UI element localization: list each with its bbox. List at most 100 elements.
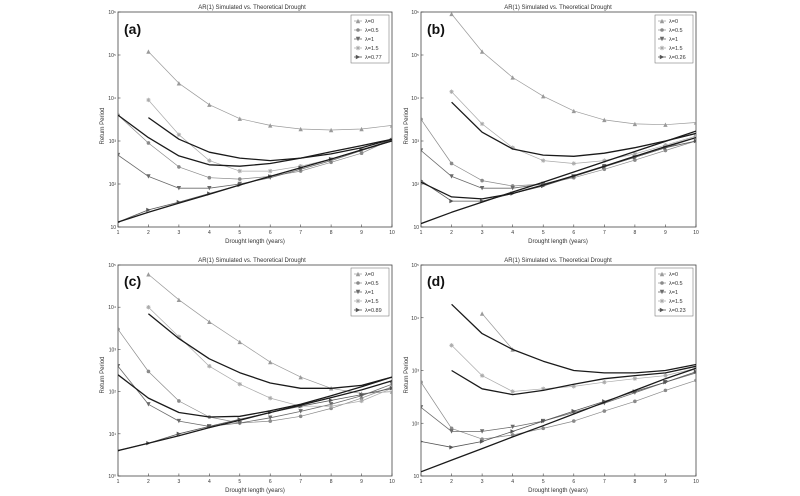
panel-c-series-0-point [176,297,182,302]
panel-d-ytick-label: 10² [412,421,420,427]
panel-d-series-3-point [571,384,576,389]
panel-b-series-3-point [663,142,668,148]
panel-c-series-0-point [237,339,242,345]
panel-d-ytick-label: 10⁴ [411,316,419,322]
panel-d-xtick-label: 1 [420,479,423,485]
panel-a-series-0-point [176,81,182,86]
panel-b-series-2-point [421,148,424,153]
panel-c-series-0-point [146,272,151,277]
panel-b-label: (b) [427,21,445,37]
panel-b-series-3-point [449,89,454,94]
panel-a-series-1-point [207,175,212,180]
panel-c-series-1-point [268,419,273,423]
panel-b-ytick-label: 10² [412,182,420,188]
panel-a-xtick-label: 1 [117,230,120,236]
panel-a-series-2-point [146,174,151,179]
panel-b-ytick-label: 10⁵ [411,53,419,59]
panel-b-series-3-point [541,158,546,163]
panel-b-series-line-1 [421,119,696,187]
panel-b-series-2-point [479,185,485,191]
panel-c-xtick-label: 6 [269,479,272,485]
panel-d-xtick-label: 7 [603,479,606,485]
panel-c-legend-marker [355,271,361,277]
panel-c-series-line-1 [118,329,392,424]
panel-a-series-0-point [389,123,392,128]
panel-a-xtick-label: 4 [208,230,211,236]
panel-a-legend-marker [355,36,361,42]
panel-d-series-2-point [479,429,485,434]
panel-a-series-2-point [207,185,212,191]
panel-c-xtick-label: 4 [208,479,211,485]
panel-a-series-1-point [177,165,181,169]
panel-d-series-1-point [694,378,696,383]
panel-a-series-3-point [268,168,273,174]
panel-c-ylabel: Return Period [100,356,106,393]
panel-d-ytick-label: 10⁵ [411,263,419,269]
panel-a-xtick-label: 2 [147,230,150,236]
panel-d-xtick-label: 8 [633,479,636,485]
panel-a-series-2-point [118,152,121,158]
panel-c-series-3-point [207,363,212,369]
panel-a-legend-label: λ=1.5 [365,46,379,52]
panel-b-series-0-point [602,117,607,123]
panel-c-legend-marker [355,298,361,304]
panel-c-series-2-point [389,381,392,387]
panel-d-series-0-point [479,311,485,316]
panel-c-series-3-point [328,404,334,409]
panel-d-series-3-point [449,343,454,348]
panel-d-series-line-1 [421,380,696,440]
panel-a-series-1-point [146,141,151,145]
panel-b-series-3-point [571,161,576,166]
panel-c-label: (c) [124,273,141,289]
panel-b-legend-label: λ=0 [669,19,678,25]
panel-a-series-1-point [237,177,242,181]
panel-c-series-1-point [359,396,364,400]
panel-a-axes-frame [117,11,393,228]
panel-c-series-0-point [389,389,392,394]
panel-d-title: AR(1) Simulated vs. Theoretical Drought [504,258,612,264]
panel-c-series-line-2 [118,365,392,427]
panel-d-series-3-point [663,373,668,378]
panel-b-ytick-label: 10 [413,225,419,231]
panel-a-series-3-point [176,132,182,137]
panel-b-xtick-label: 7 [603,230,606,236]
panel-c-legend-label: λ=0.89 [365,308,382,314]
panel-c-series-2-point [146,402,151,407]
panel-a-series-0-point [268,123,273,128]
panel-a-series-3-point [237,168,242,174]
panel-b-xtick-label: 9 [664,230,667,236]
panel-b-series-line-5 [451,101,696,157]
panel-c-series-1-point [146,369,151,374]
panel-d-ytick-label: 10³ [412,369,420,375]
panel-c-series-line-6 [118,374,392,418]
panel-a-series-0-point [328,127,334,133]
panel-b-series-1-point [421,117,423,122]
panel-c-legend-marker [355,307,361,313]
panel-d-legend-marker [659,289,665,295]
panel-a-xtick-label: 7 [299,230,302,236]
panel-d-series-4-point [449,445,454,450]
panel-a-xtick-label: 3 [177,230,180,236]
panel-b-ytick-label: 10⁴ [411,96,419,102]
panel-a-series-line-6 [118,114,392,167]
panel-a-xtick-label: 9 [360,230,363,236]
panel-c-xtick-label: 2 [147,479,150,485]
panel-c-series-2-point [118,363,121,369]
panel-d-series-4-point [571,408,576,414]
panel-b-legend-label: λ=0.5 [669,28,683,34]
panel-d-ylabel: Return Period [404,356,410,393]
panel-d-xlabel: Drought length (years) [528,488,588,494]
panel-c-series-line-4 [118,387,392,451]
panel-b-legend-label: λ=1 [669,37,678,43]
panel-b-legend-label: λ=0.26 [669,55,686,61]
panel-c-legend-marker [355,289,361,295]
panel-a-series-1-point [359,151,364,156]
panel-c-series-2-point [237,420,242,426]
panel-b-series-3-point [632,151,638,157]
panel-b-series-0-point [541,94,546,99]
panel-c: AR(1) Simulated vs. Theoretical Drought … [100,258,395,494]
panel-b-series-0-point [510,75,515,80]
panel-c-series-2-point [298,409,303,414]
panel-a-ylabel: Return Period [100,107,106,144]
panel-a-series-0-point [207,102,212,107]
